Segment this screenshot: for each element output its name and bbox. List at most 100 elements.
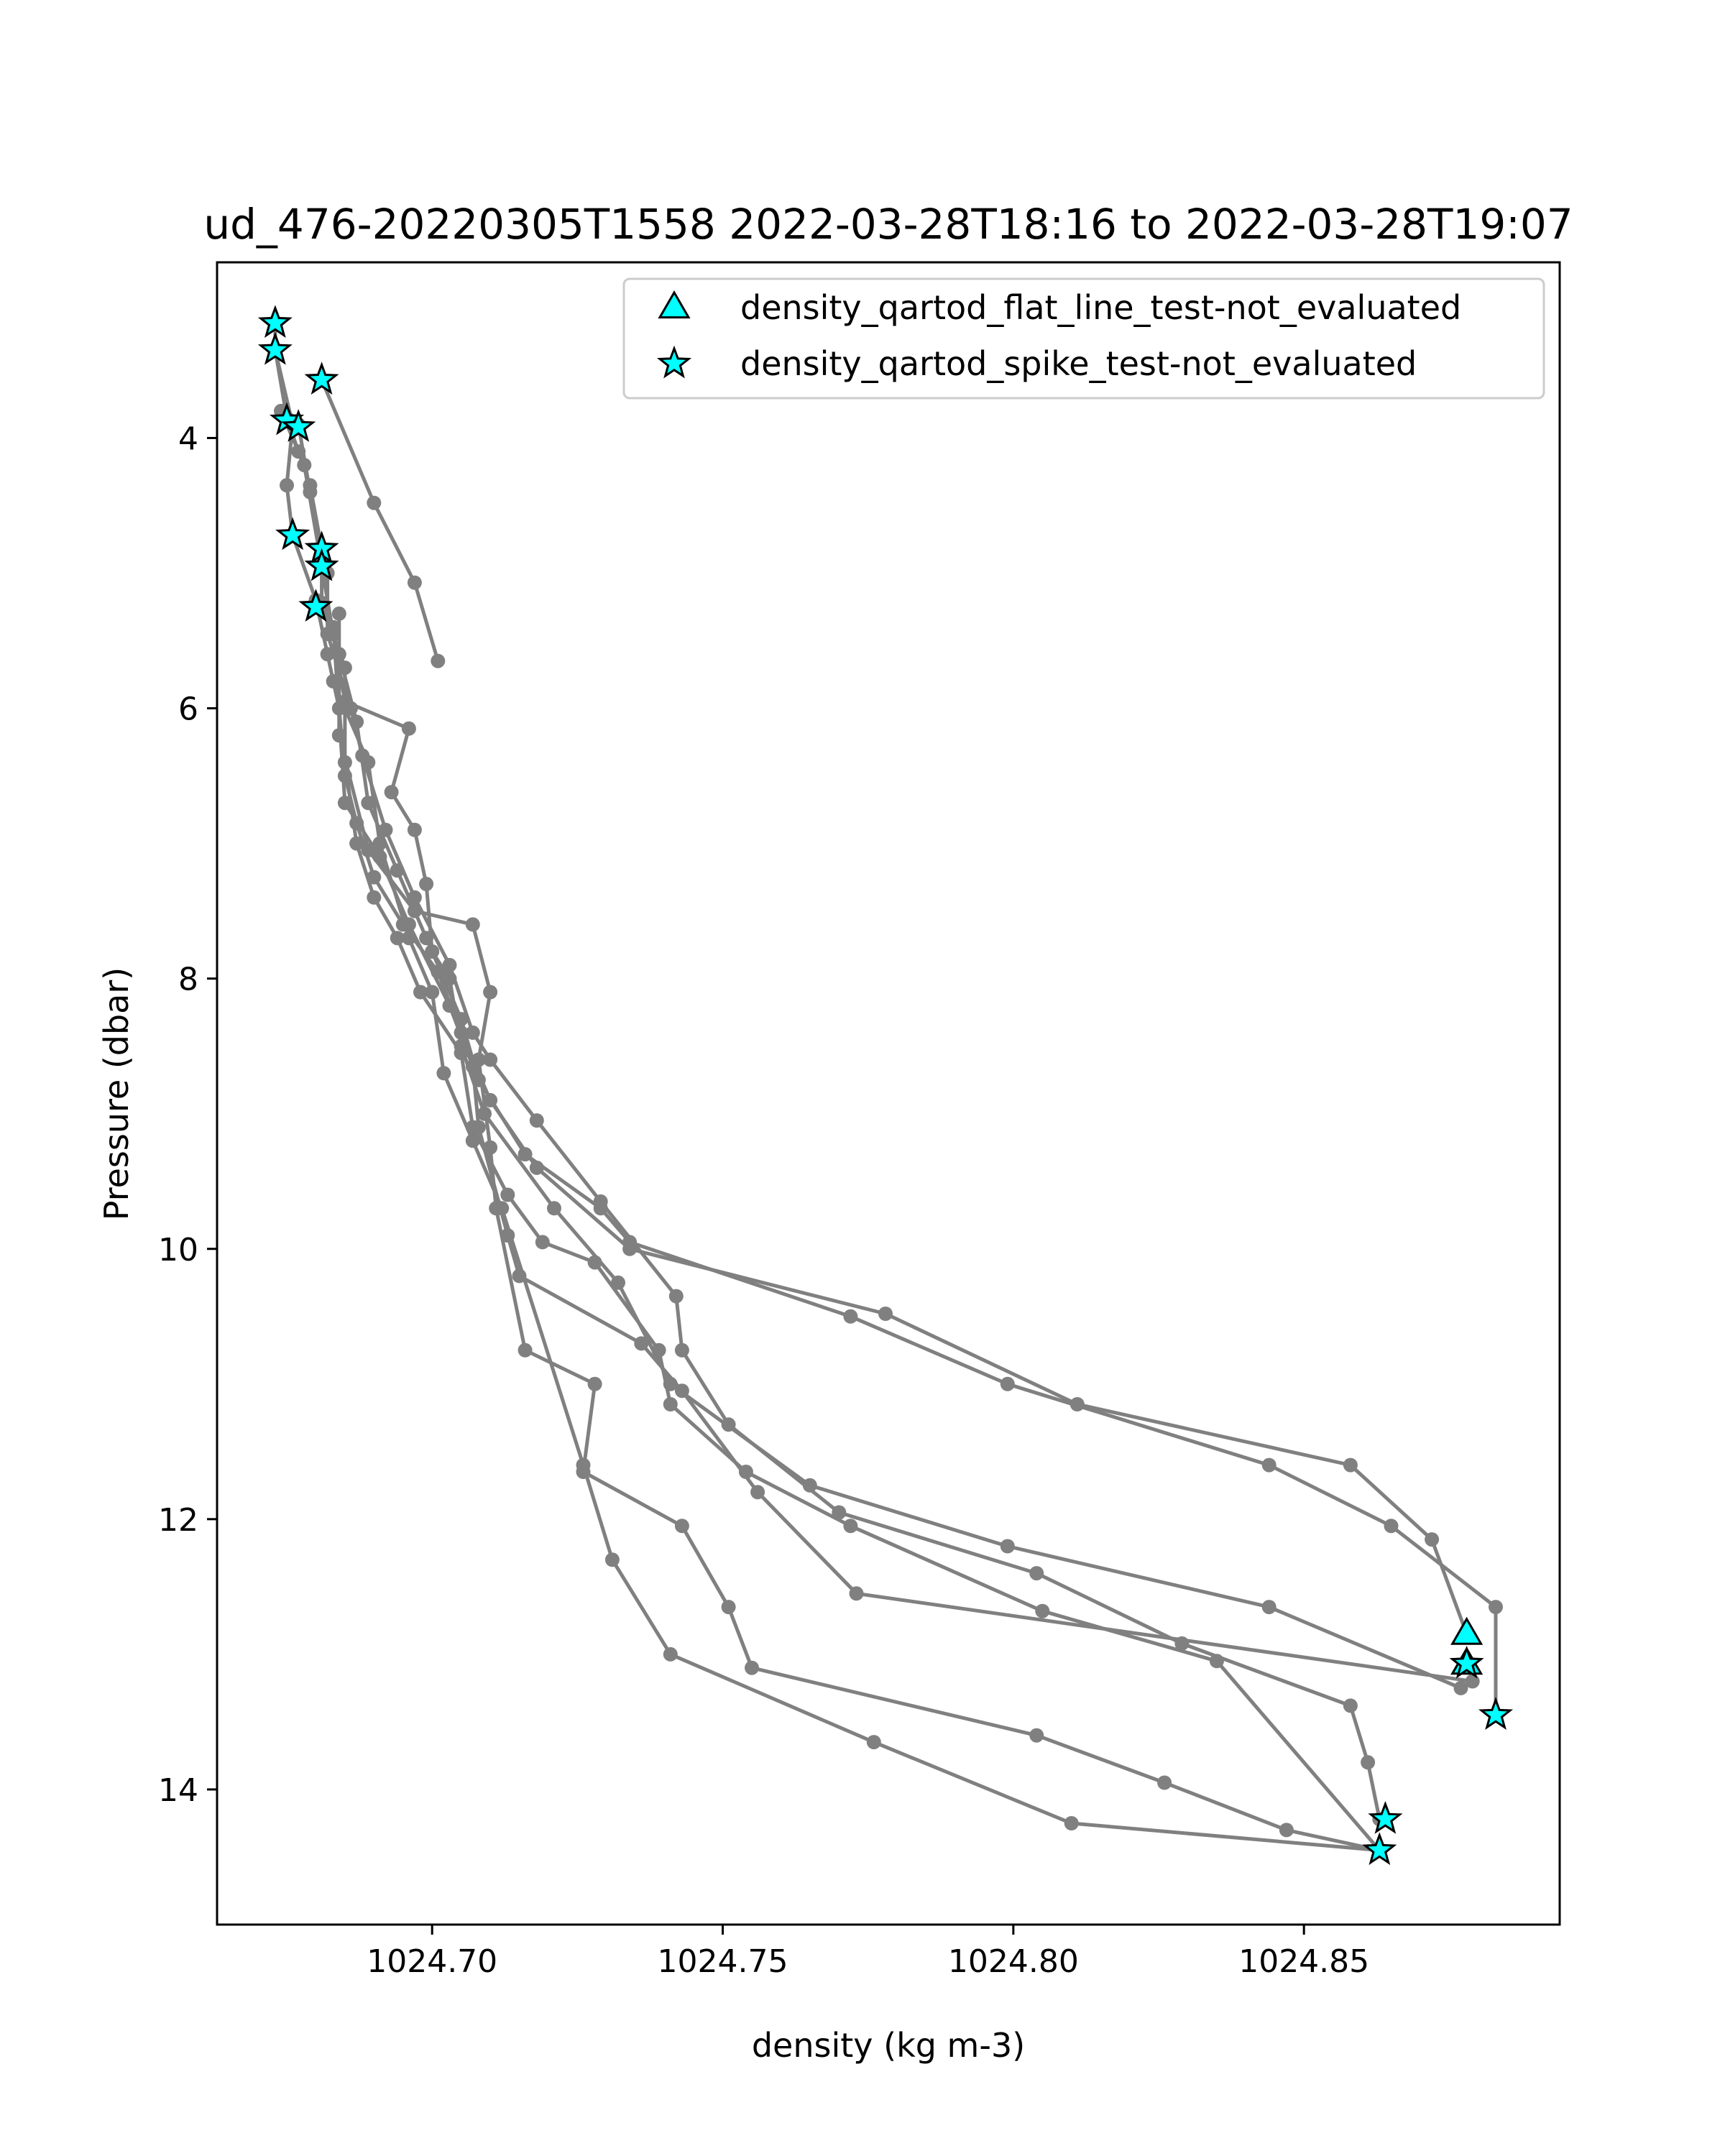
profile-point xyxy=(349,836,364,851)
spike-test-star-marker xyxy=(298,589,334,622)
legend: density_qartod_flat_line_test-not_evalua… xyxy=(622,277,1545,400)
x-tick-label: 1024.85 xyxy=(1238,1943,1369,1980)
legend-triangle-marker xyxy=(658,290,691,319)
profile-point xyxy=(331,606,346,621)
spike-test-star-marker xyxy=(304,548,339,581)
profile-point xyxy=(1361,1755,1376,1770)
profile-point xyxy=(390,931,405,946)
profile-point xyxy=(593,1194,608,1209)
profile-point xyxy=(674,1519,689,1534)
profile-point xyxy=(1064,1816,1079,1830)
profile-point xyxy=(802,1478,817,1493)
spike-test-star-marker xyxy=(257,331,293,365)
profile-point xyxy=(663,1646,678,1662)
profile-point xyxy=(465,1025,480,1040)
profile-point xyxy=(442,957,457,972)
profile-point xyxy=(622,1241,638,1256)
profile-point xyxy=(738,1465,753,1479)
profile-point xyxy=(663,1397,678,1411)
spike-test-star-marker xyxy=(1478,1697,1514,1730)
profile-point xyxy=(331,728,346,743)
spike-test-star-marker xyxy=(281,409,316,442)
profile-point xyxy=(1261,1457,1276,1473)
profile-point xyxy=(674,1342,689,1358)
flag-markers xyxy=(257,305,1514,1866)
flat-line-test-triangle-marker xyxy=(1450,1616,1484,1645)
profile-point xyxy=(587,1376,602,1391)
profile-point xyxy=(442,998,457,1013)
profile-point xyxy=(1465,1674,1480,1689)
profile-point xyxy=(1489,1600,1503,1615)
x-tick-label: 1024.80 xyxy=(948,1943,1079,1980)
profile-series-9 xyxy=(326,674,1387,1858)
profile-point xyxy=(878,1307,893,1321)
profile-point xyxy=(587,1255,602,1270)
profile-point xyxy=(750,1485,765,1500)
profile-point xyxy=(611,1275,625,1290)
profile-point xyxy=(337,660,352,676)
y-tick-label: 12 xyxy=(158,1502,198,1539)
profile-point xyxy=(361,755,376,770)
profile-line xyxy=(273,349,1468,1635)
profile-point xyxy=(576,1457,591,1473)
profile-point xyxy=(401,721,416,736)
y-tick-label: 4 xyxy=(178,420,198,457)
profile-point xyxy=(413,985,428,1000)
profile-point xyxy=(1425,1532,1440,1547)
x-tick-label: 1024.75 xyxy=(658,1943,788,1980)
profile-series-8 xyxy=(331,606,1387,1858)
profile-series-4 xyxy=(274,403,1468,1695)
profile-point xyxy=(1279,1823,1294,1838)
profile-point xyxy=(1029,1566,1044,1581)
profile-point xyxy=(419,877,434,891)
profile-point xyxy=(407,890,422,905)
y-axis-label: Pressure (dbar) xyxy=(97,967,136,1220)
legend-frame xyxy=(622,277,1545,400)
profile-point xyxy=(494,1201,510,1216)
profile-line xyxy=(320,379,440,662)
profile-point xyxy=(407,822,422,837)
profile-line xyxy=(331,627,1473,1683)
profile-point xyxy=(1384,1519,1399,1534)
y-axis-ticks: 4 6 8 10 12 14 xyxy=(158,420,217,1809)
profile-point xyxy=(1343,1698,1358,1713)
profile-point xyxy=(465,917,480,932)
x-tick-label: 1024.70 xyxy=(367,1943,497,1980)
x-axis-ticks: 1024.70 1024.75 1024.80 1024.85 xyxy=(367,1925,1369,1980)
profile-point xyxy=(326,619,341,635)
y-tick-label: 10 xyxy=(158,1232,198,1268)
profile-point xyxy=(745,1660,759,1675)
legend-label: density_qartod_flat_line_test-not_evalua… xyxy=(740,288,1461,327)
profile-point xyxy=(1035,1603,1050,1618)
profile-point xyxy=(604,1552,620,1567)
profile-point xyxy=(483,1140,498,1155)
profile-point xyxy=(378,822,393,837)
profile-series-7 xyxy=(326,619,1480,1689)
y-tick-label: 6 xyxy=(178,691,198,728)
profile-point xyxy=(832,1505,847,1520)
profile-point xyxy=(1029,1728,1044,1743)
profile-point xyxy=(1070,1397,1085,1411)
spike-test-star-marker xyxy=(1362,1832,1397,1866)
profile-point xyxy=(337,796,352,811)
profile-line xyxy=(296,424,1381,1820)
plot-frame xyxy=(216,261,1561,1926)
profile-point xyxy=(547,1201,561,1216)
spike-test-star-marker xyxy=(1449,1645,1484,1679)
profile-point xyxy=(1261,1600,1276,1615)
profile-point xyxy=(425,944,440,959)
legend-label: density_qartod_spike_test-not_evaluated xyxy=(740,344,1417,383)
profile-point xyxy=(471,1120,486,1135)
profile-point xyxy=(843,1519,858,1534)
profile-point xyxy=(1000,1376,1015,1391)
y-tick-label: 8 xyxy=(178,962,198,998)
profile-point xyxy=(326,674,341,688)
profile-point xyxy=(401,931,416,946)
profile-point xyxy=(518,1342,533,1358)
profile-series-5 xyxy=(291,417,1387,1827)
profile-line xyxy=(337,613,1380,1853)
profile-series-6 xyxy=(314,595,1387,1858)
profile-point xyxy=(721,1600,736,1615)
profile-point xyxy=(465,1133,480,1148)
